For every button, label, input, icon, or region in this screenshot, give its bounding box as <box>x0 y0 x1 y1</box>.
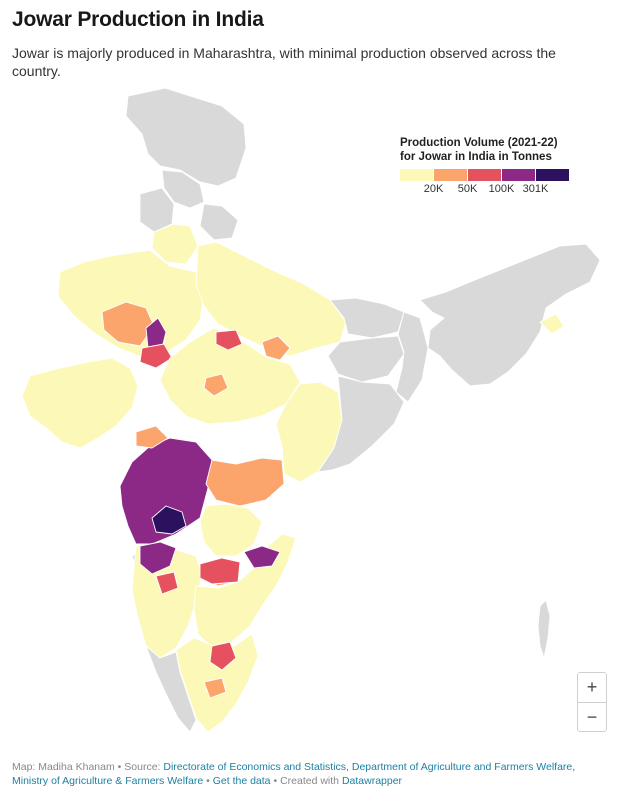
state-rajasthan-ajmer[interactable]: Rajasthan (Ajmer) <box>145 317 167 349</box>
state-bihar[interactable]: Bihar <box>329 297 405 339</box>
state-andaman-nicobar[interactable]: Andaman & Nicobar <box>537 599 551 659</box>
state-punjab[interactable]: Punjab <box>139 187 175 233</box>
state-odisha[interactable]: Odisha <box>317 375 405 473</box>
chart-title: Jowar Production in India <box>12 8 264 31</box>
state-uttar-pradesh[interactable]: Uttar Pradesh <box>195 241 347 357</box>
zoom-controls: + − <box>577 672 607 732</box>
legend-ticks: 20K 50K 100K 301K <box>400 183 590 199</box>
footer: Map: Madiha Khanam • Source: Directorate… <box>12 760 612 788</box>
legend-tick-label: 100K <box>488 183 515 195</box>
legend-swatch <box>536 169 569 181</box>
state-uttarakhand[interactable]: Uttarakhand <box>199 203 239 241</box>
state-jammu-kashmir[interactable]: Jammu & Kashmir / Ladakh <box>125 87 247 187</box>
state-maharashtra-solapur[interactable]: Solapur <box>151 505 187 535</box>
state-ap-guntur[interactable]: Andhra Pradesh (Guntur) <box>243 545 281 569</box>
state-ap-kurnool[interactable]: Andhra Pradesh (Kurnool) <box>199 557 241 585</box>
state-west-bengal[interactable]: West Bengal <box>395 311 429 403</box>
separator: • <box>206 775 210 787</box>
source-label: Source: <box>124 761 161 773</box>
separator: • <box>117 761 122 773</box>
state-rajasthan-southeast[interactable]: Rajasthan (south-east) <box>139 343 173 369</box>
state-mp-central[interactable]: Madhya Pradesh (central) <box>203 373 229 397</box>
legend-title-line1: Production Volume (2021-22) <box>400 137 558 149</box>
state-jharkhand[interactable]: Jharkhand <box>327 335 405 383</box>
state-himachal-pradesh[interactable]: Himachal Pradesh <box>161 169 205 209</box>
state-tripura[interactable]: Tripura <box>539 313 565 335</box>
legend-tick-label: 50K <box>457 183 478 195</box>
separator: • <box>273 775 278 787</box>
source-link[interactable]: Directorate of Economics and Statistics,… <box>12 761 576 787</box>
india-map[interactable]: Jammu & Kashmir / Ladakh Himachal Prades… <box>0 86 621 736</box>
state-andhra-pradesh[interactable]: Andhra Pradesh <box>193 533 297 649</box>
legend-tick-label: 301K <box>522 183 549 195</box>
zoom-out-button[interactable]: − <box>578 702 606 732</box>
state-maharashtra-nashik[interactable]: Maharashtra (Nashik) <box>135 425 169 449</box>
get-data-link[interactable]: Get the data <box>212 775 271 787</box>
state-north-east[interactable]: North-East states <box>419 243 601 387</box>
state-gujarat[interactable]: Gujarat <box>21 357 139 449</box>
legend-swatch <box>468 169 501 181</box>
state-tn-west[interactable]: Tamil Nadu (west) <box>209 641 237 671</box>
legend-tick-label: 20K <box>423 183 444 195</box>
state-mp-north[interactable]: Madhya Pradesh (north) <box>215 329 243 351</box>
legend-swatch <box>434 169 467 181</box>
state-up-bundelkhand[interactable]: Uttar Pradesh (Bundelkhand) <box>261 335 291 361</box>
legend: Production Volume (2021-22) for Jowar in… <box>400 136 590 199</box>
legend-title-line2: for Jowar in India in Tonnes <box>400 151 552 163</box>
legend-swatch <box>400 169 433 181</box>
legend-color-bar <box>400 169 590 181</box>
state-haryana[interactable]: Haryana <box>151 223 199 265</box>
state-tn-central[interactable]: Tamil Nadu (central) <box>203 677 227 699</box>
datawrapper-link[interactable]: Datawrapper <box>341 775 403 787</box>
map-credit: Map: Madiha Khanam <box>12 761 115 773</box>
state-karnataka-north[interactable]: Karnataka (north) <box>139 541 177 575</box>
state-maharashtra-vidarbha[interactable]: Maharashtra (Vidarbha) <box>205 457 285 507</box>
chart-subtitle: Jowar is majorly produced in Maharashtra… <box>12 45 556 79</box>
state-telangana[interactable]: Telangana <box>199 503 263 557</box>
state-kerala[interactable]: Kerala <box>145 645 197 733</box>
state-karnataka-vijayapura[interactable]: Karnataka (Vijayapura) <box>155 571 179 595</box>
created-with-label: Created with <box>280 775 340 787</box>
zoom-in-button[interactable]: + <box>586 677 598 697</box>
legend-swatch <box>502 169 535 181</box>
